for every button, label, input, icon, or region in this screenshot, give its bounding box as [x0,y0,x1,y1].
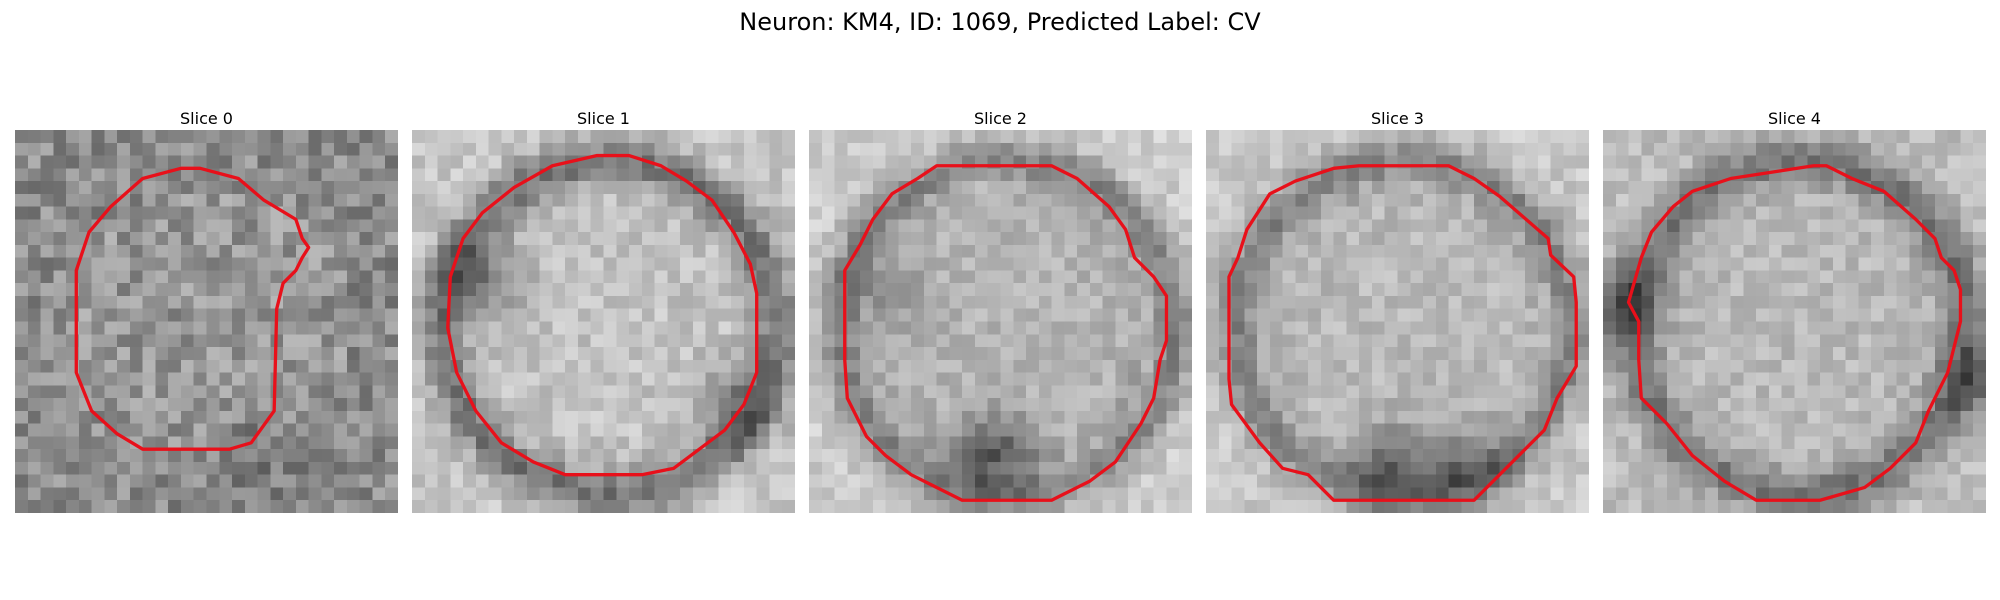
slice-title-0: Slice 0 [180,109,233,128]
contour-line-1 [446,153,759,477]
slice-panel-4: Slice 4 [1603,108,1986,513]
slice-title-2: Slice 2 [974,109,1027,128]
slice-title-4: Slice 4 [1768,109,1821,128]
contour-line-0 [74,166,311,451]
figure-title: Neuron: KM4, ID: 1069, Predicted Label: … [739,8,1261,36]
slice-panel-2: Slice 2 [809,108,1192,513]
slice-panel-3: Slice 3 [1206,108,1589,513]
slice-title-1: Slice 1 [577,109,630,128]
slice-contour-3 [1227,164,1578,502]
slice-contour-0 [74,166,311,451]
contour-line-2 [843,164,1169,502]
slice-panel-0: Slice 0 [15,108,398,513]
slice-contour-4 [1626,164,1963,502]
slice-image-4 [1603,130,1986,513]
slice-panel-1: Slice 1 [412,108,795,513]
slice-title-3: Slice 3 [1371,109,1424,128]
slice-image-1 [412,130,795,513]
slice-contour-1 [446,153,759,477]
slice-image-2 [809,130,1192,513]
contour-line-4 [1626,164,1963,502]
slice-contour-2 [843,164,1169,502]
contour-line-3 [1227,164,1578,502]
